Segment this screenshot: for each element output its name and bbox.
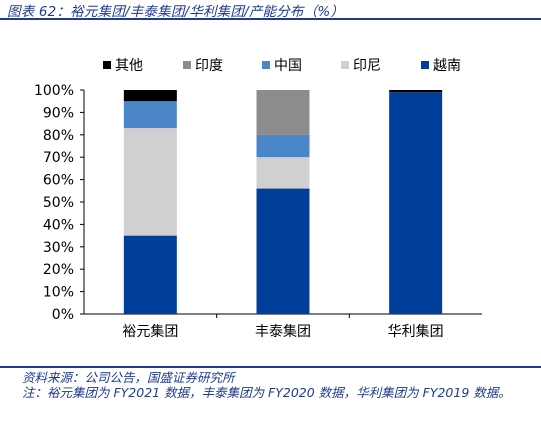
chart-title: 图表 62：裕元集团/丰泰集团/华利集团/产能分布（%） (7, 4, 345, 20)
legend-label: 越南 (433, 58, 461, 74)
legend-swatch (262, 61, 270, 69)
x-tick-label: 丰泰集团 (255, 323, 311, 340)
y-tick-label: 10% (43, 285, 74, 301)
legend-label: 中国 (274, 58, 302, 74)
bar-segment (123, 128, 177, 236)
legend-swatch (421, 61, 429, 69)
bar-segment (256, 157, 310, 189)
y-tick-label: 80% (43, 128, 74, 144)
title-divider (0, 18, 541, 20)
y-tick-label: 30% (43, 240, 74, 256)
bar-segment (389, 92, 443, 314)
source-divider (0, 366, 541, 368)
bar-segment (256, 90, 310, 135)
x-tick-label: 华利集团 (388, 323, 444, 340)
legend: 其他 印度 中国 印尼 越南 (103, 58, 461, 74)
y-tick-label: 60% (43, 173, 74, 189)
x-tick-label: 裕元集团 (122, 323, 178, 340)
bar-segment (123, 235, 177, 314)
bar-segment (123, 101, 177, 129)
y-tick-label: 90% (43, 105, 74, 121)
bars (123, 90, 443, 314)
y-tick-label: 50% (43, 195, 74, 211)
y-tick-label: 70% (43, 150, 74, 166)
source-line: 资料来源：公司公告，国盛证券研究所 (22, 370, 235, 385)
note-line: 注：裕元集团为 FY2021 数据，丰泰集团为 FY2020 数据，华利集团为 … (22, 385, 511, 400)
legend-label: 印度 (195, 58, 223, 74)
y-tick-label: 100% (34, 83, 74, 99)
y-tick-label: 20% (43, 262, 74, 278)
legend-swatch (341, 61, 349, 69)
bar-segment (256, 188, 310, 314)
bar-segment (256, 134, 310, 158)
y-tick-label: 40% (43, 217, 74, 233)
y-tick-label: 0% (52, 307, 74, 323)
source-notes: 资料来源：公司公告，国盛证券研究所 注：裕元集团为 FY2021 数据，丰泰集团… (22, 370, 522, 400)
legend-label: 印尼 (353, 58, 381, 74)
legend-swatch (103, 61, 111, 69)
bar-segment (123, 90, 177, 102)
legend-label: 其他 (115, 58, 143, 74)
legend-swatch (183, 61, 191, 69)
stacked-bar-chart: 其他 印度 中国 印尼 越南 0% 10% 20% 30% 40% 50% 60% 70% 80% 90%… (34, 58, 482, 340)
axes: 0% 10% 20% 30% 40% 50% 60% 70% 80% 90% 100% 裕元集团 丰泰集… (34, 83, 482, 340)
bar-segment (389, 90, 443, 93)
